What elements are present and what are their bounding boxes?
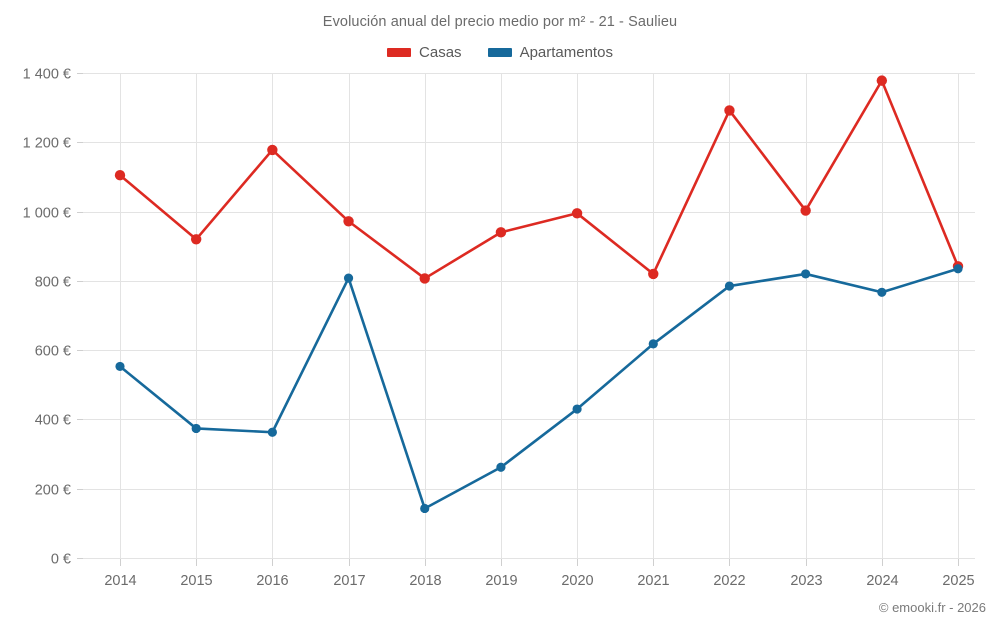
y-axis-tick-label: 1 400 € (23, 67, 71, 83)
data-point[interactable] (571, 208, 583, 219)
data-point[interactable] (877, 287, 887, 297)
data-point[interactable] (190, 234, 202, 245)
data-point[interactable] (572, 404, 582, 414)
data-point[interactable] (495, 227, 507, 238)
x-axis-tick-label: 2019 (485, 573, 517, 589)
data-point[interactable] (800, 205, 811, 216)
x-axis-tick-label: 2020 (561, 573, 593, 589)
copyright-credit: © emooki.fr - 2026 (878, 600, 986, 615)
y-axis-tick-label: 1 200 € (23, 136, 71, 152)
chart-legend: Casas Apartamentos (0, 44, 1000, 61)
data-point[interactable] (419, 273, 430, 284)
series-lines (118, 79, 960, 510)
x-axis-tick-label: 2017 (333, 573, 365, 589)
data-point[interactable] (267, 144, 278, 156)
data-point[interactable] (724, 281, 735, 291)
data-point[interactable] (724, 105, 735, 116)
data-point[interactable] (343, 273, 354, 283)
x-axis-labels: 2014 2015 2016 2017 2018 2019 2020 2021 2022 2023… (104, 573, 974, 589)
legend-swatch-icon-apartamentos (487, 48, 512, 57)
data-point[interactable] (114, 170, 126, 181)
series-points (114, 75, 964, 514)
legend-item-apartamentos[interactable]: Apartamentos (487, 44, 613, 61)
data-point[interactable] (420, 503, 430, 514)
x-axis-tick-label: 2021 (637, 573, 669, 589)
y-axis-labels: 0 € 200 € 400 € 600 € 800 € 1 000 € 1 200 € 1 4… (23, 67, 71, 568)
x-axis-tick-label: 2018 (409, 573, 441, 589)
y-axis-tick-label: 800 € (35, 275, 71, 291)
data-point[interactable] (496, 462, 506, 472)
y-axis-tick-label: 1 000 € (23, 206, 71, 222)
y-gridlines (77, 73, 975, 559)
x-axis-tick-label: 2014 (104, 573, 136, 589)
data-point[interactable] (267, 427, 277, 437)
legend-swatch-icon-casas (387, 48, 412, 57)
x-axis-tick-label: 2023 (790, 573, 822, 589)
y-axis-tick-label: 0 € (51, 552, 71, 568)
x-gridlines (83, 73, 975, 566)
data-point[interactable] (648, 268, 659, 280)
x-axis-tick-label: 2024 (866, 573, 898, 589)
chart-title: Evolución anual del precio medio por m² … (322, 14, 678, 30)
series-line-apartamentos (118, 267, 960, 510)
data-point[interactable] (953, 264, 963, 274)
x-axis-tick-label: 2025 (942, 573, 974, 589)
data-point[interactable] (876, 75, 888, 86)
data-point[interactable] (648, 339, 658, 349)
data-point[interactable] (801, 269, 811, 279)
y-axis-tick-label: 400 € (35, 413, 71, 429)
data-point[interactable] (191, 423, 201, 434)
legend-label-casas: Casas (419, 44, 462, 61)
x-axis-tick-label: 2022 (713, 573, 745, 589)
y-axis-tick-label: 200 € (35, 483, 71, 499)
data-point[interactable] (343, 216, 354, 227)
legend-item-casas[interactable]: Casas (387, 44, 462, 61)
series-line-casas (118, 79, 960, 280)
legend-label-apartamentos: Apartamentos (519, 44, 613, 61)
data-point[interactable] (115, 361, 125, 372)
x-axis-tick-label: 2015 (180, 573, 212, 589)
x-axis-tick-label: 2016 (256, 573, 288, 589)
y-axis-tick-label: 600 € (35, 344, 71, 360)
